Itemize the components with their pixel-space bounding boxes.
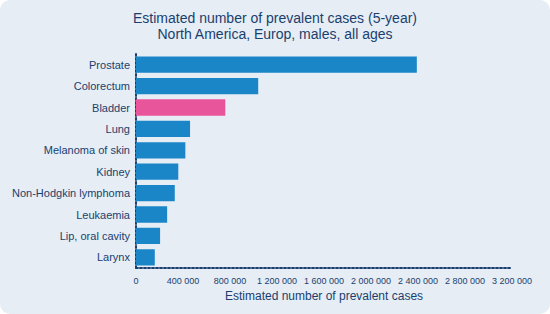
svg-text:Melanoma of skin: Melanoma of skin	[44, 144, 130, 156]
svg-text:2 000 000: 2 000 000	[351, 276, 391, 286]
svg-text:3 200 000: 3 200 000	[492, 276, 532, 286]
svg-text:2 400 000: 2 400 000	[398, 276, 438, 286]
svg-text:Estimated number of prevalent: Estimated number of prevalent cases (5-y…	[133, 10, 417, 26]
svg-text:1 200 000: 1 200 000	[257, 276, 297, 286]
svg-text:Lip, oral cavity: Lip, oral cavity	[60, 230, 131, 242]
svg-text:800 000: 800 000	[214, 276, 247, 286]
svg-text:400 000: 400 000	[167, 276, 200, 286]
svg-text:1 600 000: 1 600 000	[304, 276, 344, 286]
svg-text:Colorectum: Colorectum	[74, 80, 130, 92]
svg-text:Prostate: Prostate	[89, 59, 130, 71]
svg-text:Larynx: Larynx	[97, 251, 131, 263]
svg-text:Bladder: Bladder	[92, 102, 130, 114]
svg-text:North America, Europ, males, a: North America, Europ, males, all ages	[158, 26, 393, 42]
svg-text:2 800 000: 2 800 000	[445, 276, 485, 286]
svg-text:Lung: Lung	[106, 123, 130, 135]
svg-text:Kidney: Kidney	[96, 166, 130, 178]
svg-text:0: 0	[133, 276, 138, 286]
svg-text:Estimated number of prevalent: Estimated number of prevalent cases	[225, 289, 423, 303]
svg-text:Non-Hodgkin lymphoma: Non-Hodgkin lymphoma	[12, 187, 131, 199]
svg-text:Leukaemia: Leukaemia	[76, 209, 131, 221]
